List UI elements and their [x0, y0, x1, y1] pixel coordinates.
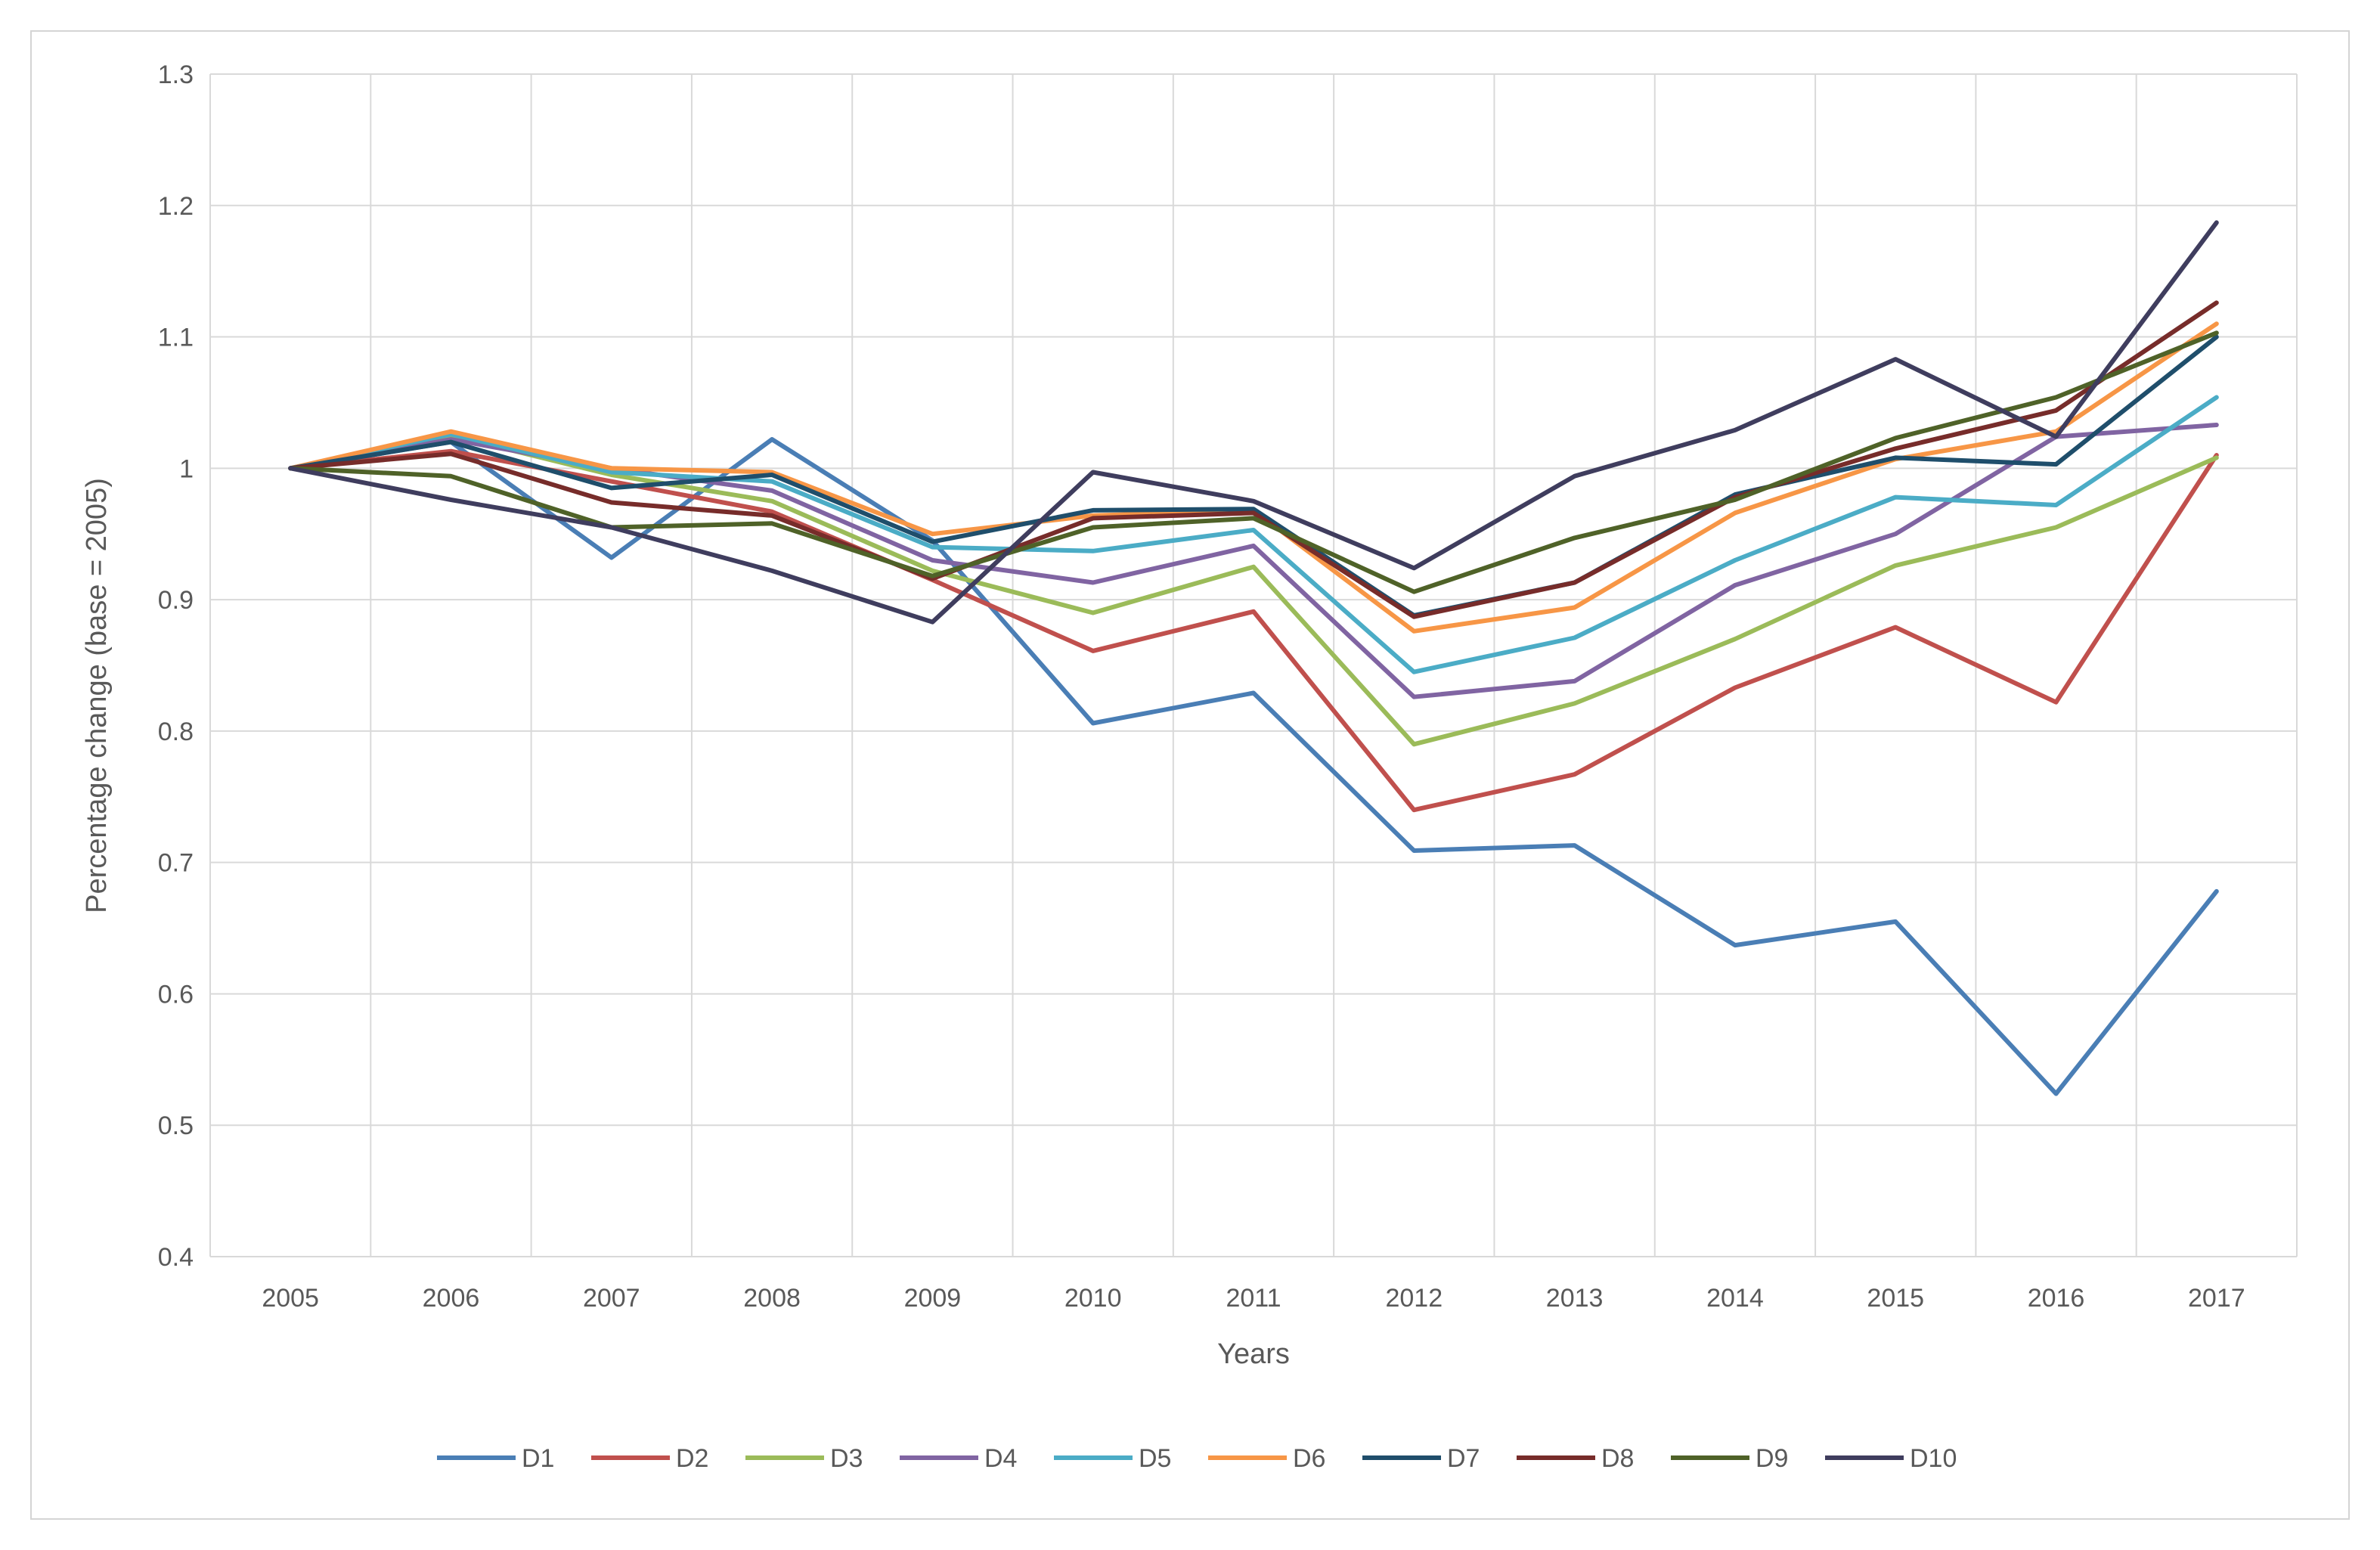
legend-label-d8: D8 [1601, 1444, 1634, 1473]
x-tick-label: 2010 [1064, 1284, 1122, 1313]
x-tick-label: 2011 [1226, 1284, 1281, 1313]
y-tick-label: 1.3 [158, 60, 194, 89]
line-chart: 0.40.50.60.70.80.911.11.21.3 2005 2006 200… [81, 60, 2298, 1473]
y-tick-label: 1 [179, 454, 194, 483]
legend-label-d7: D7 [1447, 1444, 1480, 1473]
chart-frame: 0.4 0.5 0.6 0.7 0.8 0.9 1 1.1 1.2 1.3 2005 2006 200… [30, 30, 2350, 1520]
x-tick-label: 2006 [423, 1284, 480, 1313]
x-tick-label: 2007 [583, 1284, 640, 1313]
y-axis-title: Percentage change (base = 2005) [81, 478, 113, 913]
series-line-d2 [288, 448, 2219, 813]
series-line-d7 [288, 334, 2219, 618]
x-tick-label: 2017 [2188, 1284, 2245, 1313]
x-tick-label: 2013 [1546, 1284, 1604, 1313]
legend-label-d4: D4 [984, 1444, 1017, 1473]
x-tick-label: 2005 [262, 1284, 319, 1313]
legend: D1 D2 D3 D4 D5 D6 D7 D8 D9 D10 [437, 1444, 1957, 1473]
x-axis-title: Years [1217, 1338, 1290, 1370]
x-axis-ticks: 2005 2006 2007 2008 2009 2010 2011 2012 2013 2014… [262, 1284, 2245, 1313]
y-axis-ticks: 0.4 0.5 0.6 0.7 0.8 0.9 1 1.1 1.2 1.3 [158, 60, 194, 1272]
series-line-d8 [288, 300, 2219, 619]
gridlines [209, 73, 2298, 1257]
series-line-d5 [288, 395, 2219, 674]
series-line-d10 [288, 220, 2219, 625]
x-tick-label: 2016 [2028, 1284, 2085, 1313]
legend-label-d5: D5 [1139, 1444, 1171, 1473]
x-tick-label: 2009 [904, 1284, 962, 1313]
legend-label-d6: D6 [1293, 1444, 1325, 1473]
legend-label-d3: D3 [830, 1444, 863, 1473]
x-tick-label: 2015 [1867, 1284, 1924, 1313]
legend-label-d1: D1 [522, 1444, 554, 1473]
legend-label-d10: D10 [1910, 1444, 1957, 1473]
x-tick-label: 2014 [1706, 1284, 1764, 1313]
x-tick-label: 2012 [1385, 1284, 1443, 1313]
y-tick-label: 0.9 [158, 586, 194, 615]
y-tick-label: 0.6 [158, 980, 194, 1009]
series-line-d1 [288, 437, 2219, 1096]
y-tick-label: 0.7 [158, 849, 194, 878]
y-tick-label: 0.8 [158, 718, 194, 746]
y-tick-label: 0.5 [158, 1111, 194, 1140]
series-lines [288, 220, 2219, 1096]
legend-label-d2: D2 [676, 1444, 708, 1473]
x-tick-label: 2008 [743, 1284, 801, 1313]
legend-label-d9: D9 [1756, 1444, 1788, 1473]
y-tick-label: 1.2 [158, 192, 194, 221]
y-tick-label: 1.1 [158, 324, 194, 352]
y-tick-label: 0.4 [158, 1243, 194, 1272]
series-line-d3 [288, 432, 2219, 747]
